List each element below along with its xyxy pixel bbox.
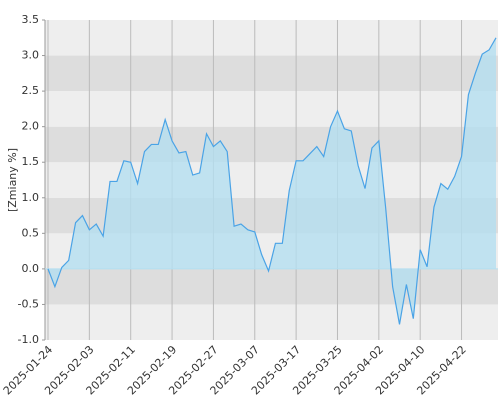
grid-band	[45, 304, 498, 340]
grid-band	[45, 126, 498, 163]
area	[48, 37, 496, 325]
y-tick-label: 3.5	[22, 13, 40, 26]
line	[47, 37, 497, 325]
y-tick-label: 1.0	[22, 191, 40, 204]
y-tick-label: 2.0	[22, 120, 40, 133]
y-tick-label: 0.0	[22, 262, 40, 275]
grid-band	[45, 268, 498, 305]
y-tick-label: 0.5	[22, 226, 40, 239]
grid-band	[45, 55, 498, 92]
grid-band	[45, 91, 498, 127]
y-tick-label: -1.0	[18, 333, 39, 346]
grid-band	[45, 20, 498, 56]
y-tick-label: 2.5	[22, 84, 40, 97]
y-tick-label: -0.5	[18, 297, 39, 310]
y-tick-label: 1.5	[22, 155, 40, 168]
y-tick-label: 3.0	[22, 49, 40, 62]
y-axis-label: [Zmiany %]	[6, 148, 19, 212]
